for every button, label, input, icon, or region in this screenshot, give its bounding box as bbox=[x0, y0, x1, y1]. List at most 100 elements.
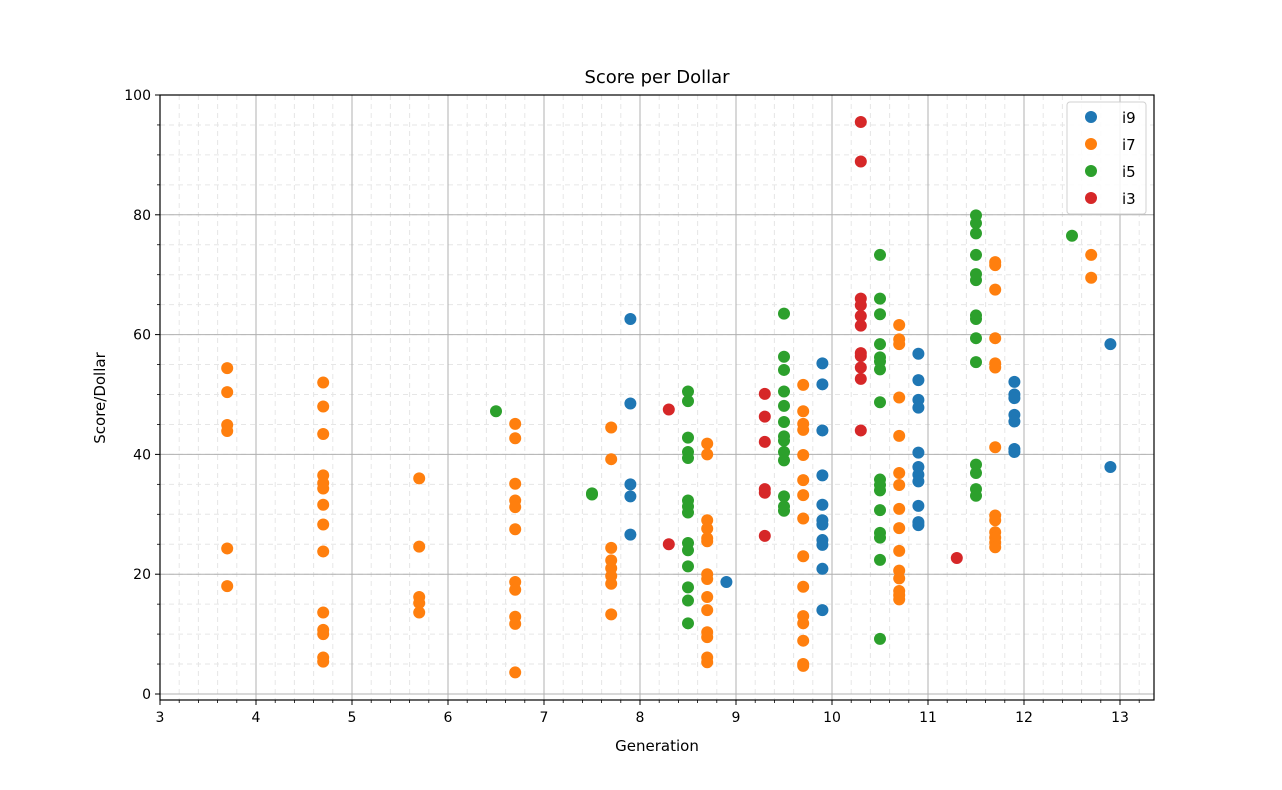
data-point bbox=[778, 454, 790, 467]
data-point bbox=[816, 518, 829, 531]
data-point bbox=[893, 502, 906, 515]
data-point bbox=[874, 484, 886, 497]
data-point bbox=[1008, 375, 1021, 388]
data-point bbox=[701, 656, 714, 669]
data-point bbox=[854, 299, 867, 312]
data-point bbox=[970, 217, 982, 230]
data-point bbox=[509, 432, 522, 445]
data-point bbox=[778, 446, 790, 459]
data-point bbox=[874, 308, 886, 321]
series-i9 bbox=[624, 313, 1117, 617]
x-tick-label: 12 bbox=[1015, 710, 1033, 726]
data-point bbox=[797, 580, 810, 593]
data-point bbox=[221, 425, 234, 438]
data-point bbox=[758, 486, 771, 499]
data-point bbox=[778, 490, 790, 503]
data-point bbox=[1008, 415, 1021, 428]
series-i3 bbox=[662, 115, 963, 565]
y-tick-label: 20 bbox=[133, 567, 151, 583]
data-point bbox=[682, 385, 694, 398]
data-point bbox=[586, 488, 598, 501]
data-point bbox=[509, 617, 522, 630]
data-point bbox=[893, 544, 906, 557]
legend-box bbox=[1066, 101, 1147, 215]
data-point bbox=[816, 469, 829, 482]
data-point bbox=[701, 437, 714, 450]
data-point bbox=[893, 338, 906, 351]
data-point bbox=[701, 514, 714, 527]
data-point bbox=[701, 448, 714, 461]
chart-title: Score per Dollar bbox=[584, 67, 730, 88]
data-point bbox=[682, 451, 694, 464]
data-point bbox=[874, 553, 886, 566]
data-point bbox=[797, 634, 810, 647]
data-point bbox=[989, 441, 1002, 454]
data-point bbox=[970, 313, 982, 326]
data-point bbox=[682, 431, 694, 444]
data-point bbox=[1085, 271, 1098, 284]
data-point bbox=[893, 572, 906, 585]
series-i5 bbox=[490, 209, 1078, 645]
data-point bbox=[682, 395, 694, 408]
x-tick-label: 13 bbox=[1111, 710, 1129, 726]
data-point bbox=[970, 227, 982, 240]
data-point bbox=[874, 504, 886, 517]
data-point bbox=[912, 475, 925, 488]
data-point bbox=[893, 478, 906, 491]
data-point bbox=[893, 391, 906, 404]
data-point bbox=[682, 544, 694, 557]
data-point bbox=[854, 319, 867, 332]
data-point bbox=[970, 274, 982, 287]
data-point bbox=[816, 424, 829, 437]
data-point bbox=[624, 528, 637, 541]
data-point bbox=[854, 372, 867, 385]
data-point bbox=[221, 542, 234, 555]
data-point bbox=[950, 552, 963, 565]
data-point bbox=[509, 477, 522, 490]
data-point bbox=[701, 590, 714, 603]
data-point bbox=[912, 347, 925, 360]
data-point bbox=[490, 405, 502, 418]
y-tick-label: 60 bbox=[133, 328, 151, 344]
x-tick-label: 8 bbox=[636, 710, 645, 726]
data-point bbox=[1085, 248, 1098, 261]
x-tick-label: 7 bbox=[540, 710, 549, 726]
chart-legend: i9 i7 i5 i3 bbox=[1066, 101, 1147, 215]
data-point bbox=[624, 397, 637, 410]
data-point bbox=[682, 560, 694, 573]
data-point bbox=[854, 424, 867, 437]
data-point bbox=[970, 248, 982, 261]
legend-label: i5 bbox=[1122, 163, 1136, 181]
series-i7 bbox=[221, 248, 1098, 679]
data-point bbox=[1008, 392, 1021, 405]
data-point bbox=[701, 572, 714, 585]
data-point bbox=[682, 506, 694, 519]
data-point bbox=[758, 410, 771, 423]
data-point bbox=[605, 608, 618, 621]
data-point bbox=[816, 357, 829, 370]
data-point bbox=[797, 617, 810, 630]
data-point bbox=[797, 474, 810, 487]
legend-label: i9 bbox=[1122, 109, 1136, 127]
data-point bbox=[778, 434, 790, 447]
data-point bbox=[778, 399, 790, 412]
data-point bbox=[317, 498, 330, 511]
data-point bbox=[797, 512, 810, 525]
data-point bbox=[509, 501, 522, 514]
data-point bbox=[701, 631, 714, 644]
data-point bbox=[624, 478, 637, 491]
data-point bbox=[912, 446, 925, 459]
data-point bbox=[970, 466, 982, 479]
data-point bbox=[317, 376, 330, 389]
data-point bbox=[816, 604, 829, 617]
data-point bbox=[816, 498, 829, 511]
data-point bbox=[317, 628, 330, 641]
data-point bbox=[758, 529, 771, 542]
data-point bbox=[662, 403, 675, 416]
data-point bbox=[317, 518, 330, 531]
data-point bbox=[221, 362, 234, 375]
data-point bbox=[874, 632, 886, 645]
data-point bbox=[797, 448, 810, 461]
x-tick-label: 10 bbox=[823, 710, 841, 726]
data-points bbox=[221, 115, 1117, 679]
